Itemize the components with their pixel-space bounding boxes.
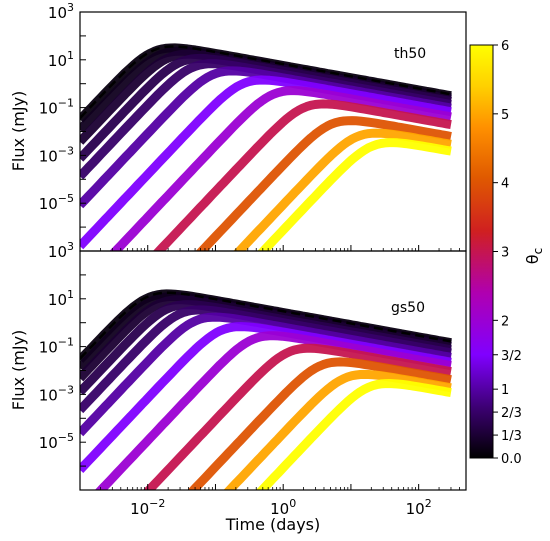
light-curve-10 [223, 369, 452, 490]
panel-gs50: gs50 10−5 10−3 10−1 101 103 10−2 100 102 Flux … [9, 240, 467, 534]
y-tick-label: 10−1 [39, 336, 74, 357]
colorbar-tick-label: 5 [501, 108, 509, 123]
colorbar-tick-label: 0.0 [501, 452, 522, 467]
light-curve-9 [187, 357, 452, 490]
y-tick-label: 10−3 [39, 383, 74, 404]
y-tick-label: 101 [48, 49, 74, 70]
y-tick-label: 10−3 [39, 144, 74, 165]
colorbar-tick-label: 1/3 [501, 429, 522, 444]
on-axis-envelope-curve [80, 291, 452, 360]
x-tick-label: 102 [406, 497, 432, 518]
y-axis-title-top: Flux (mJy) [9, 91, 28, 172]
colorbar-title: θc [523, 248, 545, 264]
on-axis-envelope-curve [80, 45, 452, 119]
y-axis-title-bottom: Flux (mJy) [9, 330, 28, 411]
x-tick-label: 100 [270, 497, 296, 518]
y-tick-label: 10−5 [39, 431, 74, 452]
colorbar-tick-label: 3/2 [501, 349, 522, 364]
light-curve-8 [143, 343, 452, 490]
light-curve-6 [80, 75, 452, 250]
x-tick-label: 10−2 [130, 497, 165, 518]
colorbar-tick-label: 6 [501, 39, 509, 54]
colorbar-tick-label: 2/3 [501, 406, 522, 421]
light-curve-5 [80, 312, 452, 437]
colorbar-tick-label: 4 [501, 177, 509, 192]
colorbar: 0.0 1/3 2/3 1 3/2 2 3 4 5 6 θc [469, 39, 545, 467]
x-axis-title: Time (days) [225, 515, 321, 534]
panel-th50: th50 10−5 10−3 10−1 101 103 Flux (mJy) [9, 1, 467, 252]
light-curves-th50 [80, 43, 452, 251]
light-curve-7 [109, 86, 452, 251]
y-ticks-bottom: 10−5 10−3 10−1 101 103 [39, 240, 86, 491]
colorbar-tick-label: 3 [501, 246, 509, 261]
colorbar-tick-label: 1 [501, 383, 509, 398]
x-ticks-bottom: 10−2 100 102 [79, 484, 467, 518]
panel-label-th50: th50 [394, 46, 426, 62]
light-curve-7 [94, 331, 452, 490]
y-ticks-top: 10−5 10−3 10−1 101 103 [39, 1, 86, 252]
light-curve-11 [257, 138, 452, 251]
colorbar-ticks: 0.0 1/3 2/3 1 3/2 2 3 4 5 6 [493, 39, 522, 467]
light-curve-8 [152, 99, 452, 251]
light-curve-11 [255, 379, 452, 490]
y-tick-label: 10−1 [39, 97, 74, 118]
panel-label-gs50: gs50 [391, 300, 425, 316]
colorbar-gradient [469, 44, 494, 459]
y-tick-label: 103 [48, 1, 74, 22]
colorbar-tick-label: 2 [501, 314, 509, 329]
y-tick-label: 103 [48, 240, 74, 261]
light-curves-gs50 [80, 289, 452, 490]
light-curve-10 [233, 128, 452, 251]
y-tick-label: 101 [48, 288, 74, 309]
y-tick-label: 10−5 [39, 192, 74, 213]
light-curve-9 [195, 116, 452, 251]
